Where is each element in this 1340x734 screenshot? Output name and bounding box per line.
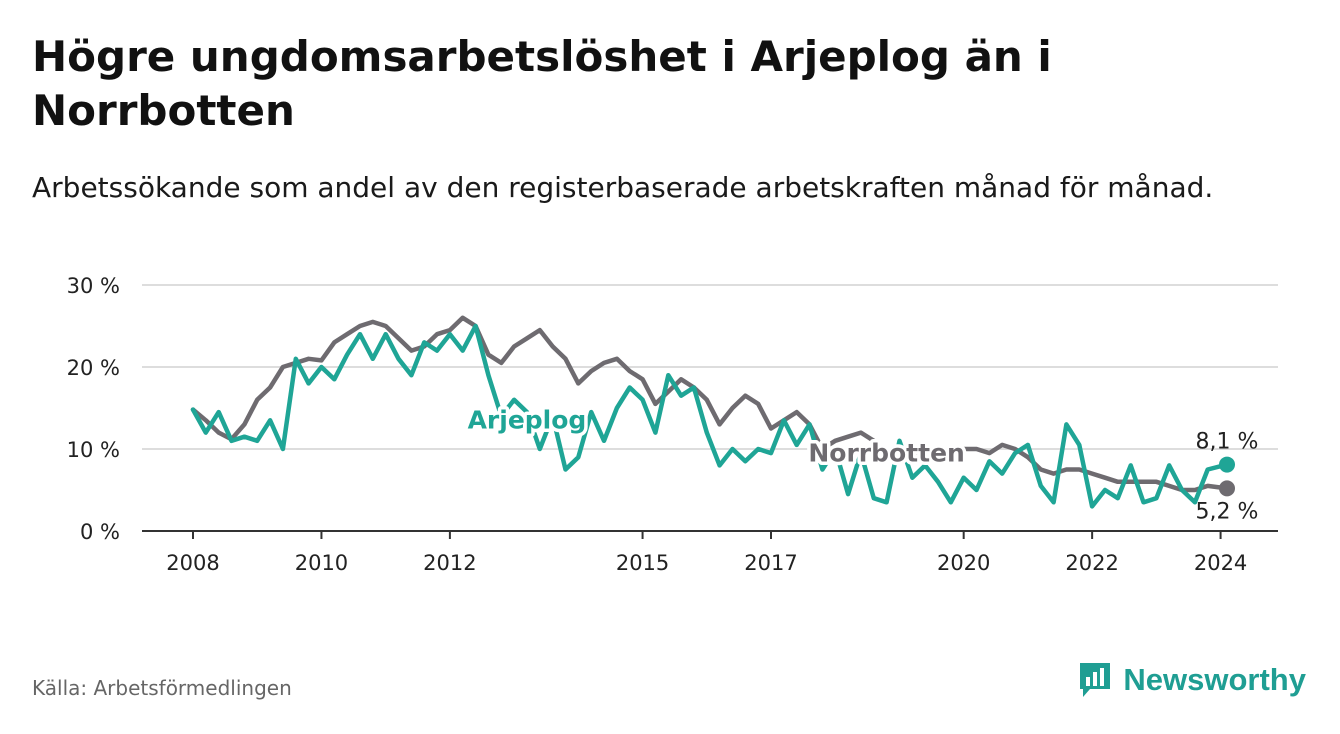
end-value-label-arjeplog: 8,1 %: [1196, 430, 1259, 455]
series-labels: 5,2 % 8,1 % Norrbotten Arjeplog: [464, 402, 1259, 524]
x-tick-label: 2022: [1065, 551, 1118, 575]
series-line-arjeplog: [190, 323, 1230, 509]
line-chart: 0 % 10 % 20 % 30 % 2008 2010 2012 2015 2017 2020…: [67, 274, 1278, 575]
chart-subtitle: Arbetssökande som andel av den registerb…: [32, 171, 1214, 204]
series-line-norrbotten: [190, 315, 1230, 493]
series-lines: [190, 315, 1235, 509]
series-label-norrbotten: Norrbotten: [808, 438, 964, 467]
y-axis-ticks: 0 % 10 % 20 % 30 %: [67, 274, 120, 544]
y-tick-label: 30 %: [67, 274, 120, 298]
x-axis-ticks: 2008 2010 2012 2015 2017 2020 2022 2024: [166, 531, 1247, 575]
source-note: Källa: Arbetsförmedlingen: [32, 676, 292, 700]
end-value-label-norrbotten: 5,2 %: [1196, 499, 1259, 524]
x-tick-label: 2010: [295, 551, 348, 575]
end-point-norrbotten: [1219, 480, 1235, 497]
end-point-arjeplog: [1219, 456, 1235, 473]
y-tick-label: 10 %: [67, 438, 120, 462]
newsworthy-logo[interactable]: Newsworthy: [1077, 660, 1306, 700]
x-tick-label: 2020: [937, 551, 990, 575]
chart-title: Högre ungdomsarbetslöshet i Arjeplog än …: [32, 32, 1052, 135]
x-tick-label: 2012: [423, 551, 476, 575]
brand-name: Newsworthy: [1123, 662, 1306, 697]
y-tick-label: 0 %: [80, 520, 120, 544]
bar-chart-icon: [1080, 663, 1111, 697]
gridlines: [142, 284, 1278, 450]
x-tick-label: 2015: [616, 551, 669, 575]
y-tick-label: 20 %: [67, 356, 120, 380]
x-tick-label: 2008: [166, 551, 219, 575]
series-label-arjeplog: Arjeplog: [468, 406, 587, 435]
x-tick-label: 2017: [744, 551, 797, 575]
x-tick-label: 2024: [1194, 551, 1247, 575]
